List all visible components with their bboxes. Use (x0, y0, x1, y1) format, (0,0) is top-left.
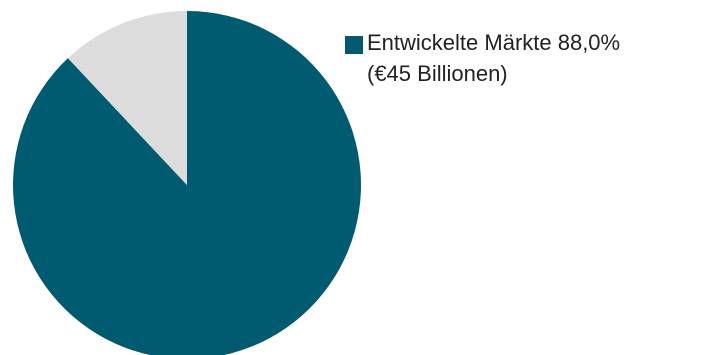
legend-label-line2: (€45 Billionen) (367, 61, 508, 86)
legend-label: Entwickelte Märkte 88,0% (€45 Billionen) (367, 27, 620, 89)
legend-item-developed-markets: Entwickelte Märkte 88,0% (€45 Billionen) (345, 27, 713, 89)
pie-slice-entwickelte-märkte (13, 11, 362, 355)
legend-label-line1: Entwickelte Märkte 88,0% (367, 30, 621, 55)
pie-slice-other (67, 10, 187, 185)
legend-swatch (345, 36, 363, 54)
legend: Entwickelte Märkte 88,0% (€45 Billionen) (345, 27, 713, 89)
